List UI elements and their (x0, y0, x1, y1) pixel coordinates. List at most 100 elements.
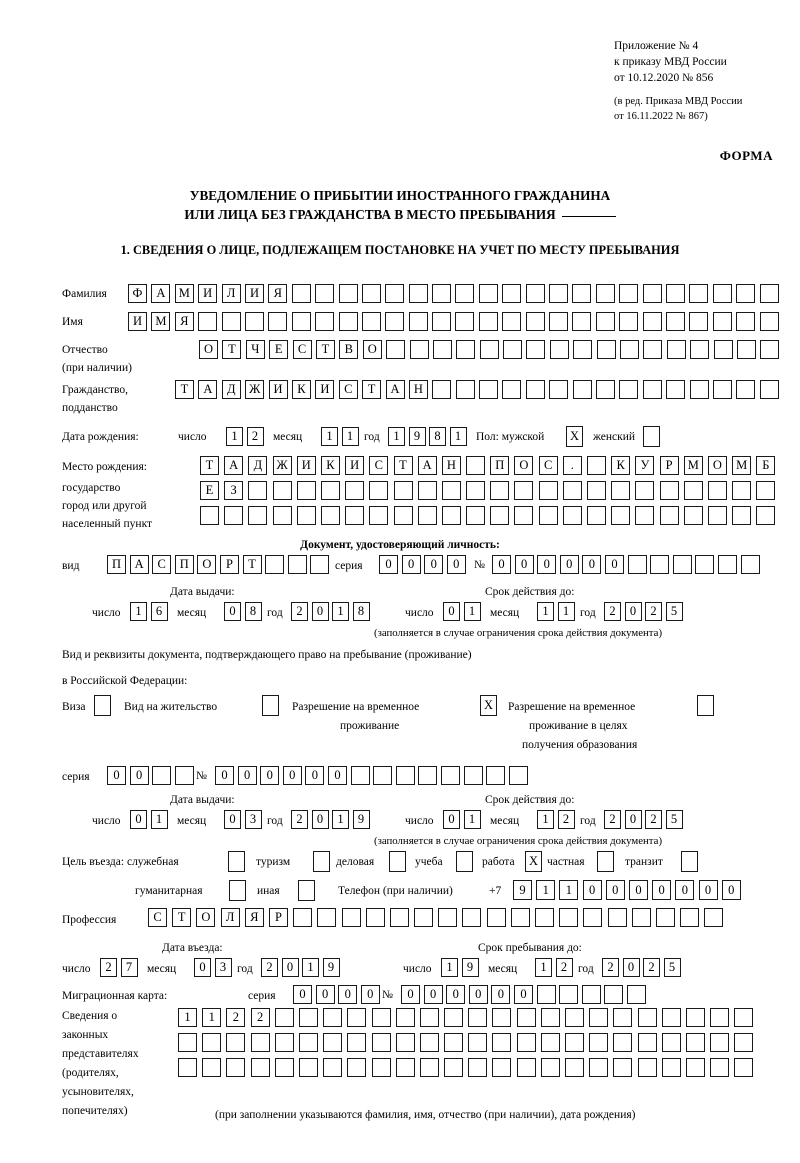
char-cell[interactable]: 1 (130, 602, 147, 621)
char-cell[interactable]: 8 (244, 602, 262, 621)
char-cell[interactable]: 1 (332, 602, 349, 621)
char-cell[interactable]: 8 (352, 602, 370, 621)
char-cell[interactable]: 1 (537, 602, 554, 621)
char-cell[interactable] (350, 766, 370, 785)
char-cell[interactable] (419, 1033, 439, 1052)
char-cell[interactable] (643, 340, 663, 359)
char-cell[interactable] (736, 312, 756, 331)
char-cell[interactable]: А (198, 380, 218, 399)
char-cell[interactable] (642, 312, 662, 331)
char-cell[interactable]: О (199, 340, 218, 359)
char-cell[interactable]: И (128, 312, 147, 331)
char-cell[interactable] (492, 1058, 512, 1077)
char-cell[interactable] (320, 481, 340, 500)
char-cell[interactable]: 0 (401, 985, 420, 1004)
char-cell[interactable] (759, 380, 779, 399)
char-cell[interactable] (736, 340, 756, 359)
char-cell[interactable]: 0 (311, 810, 329, 829)
char-cell[interactable] (732, 506, 752, 525)
char-cell[interactable]: Р (659, 456, 679, 475)
char-cell[interactable] (272, 481, 292, 500)
char-cell[interactable] (516, 1058, 536, 1077)
char-cell[interactable]: Ж (272, 456, 292, 475)
char-cell[interactable] (296, 506, 316, 525)
char-cell[interactable] (573, 340, 593, 359)
char-cell[interactable] (683, 506, 703, 525)
char-cell[interactable]: 0 (129, 766, 149, 785)
char-cell[interactable] (540, 1008, 560, 1027)
char-cell[interactable]: 0 (468, 985, 488, 1004)
char-cell[interactable]: 0 (327, 766, 347, 785)
char-cell[interactable] (393, 481, 413, 500)
char-cell[interactable]: К (291, 380, 311, 399)
char-cell[interactable]: А (224, 456, 244, 475)
char-cell[interactable] (587, 456, 606, 475)
char-cell[interactable]: 1 (559, 880, 579, 900)
char-cell[interactable] (760, 340, 780, 359)
char-cell[interactable]: А (129, 555, 149, 574)
char-cell[interactable] (365, 908, 385, 927)
purpose-other-checkbox[interactable] (298, 880, 315, 901)
char-cell[interactable]: 2 (100, 958, 117, 977)
char-cell[interactable]: 0 (281, 958, 299, 977)
char-cell[interactable] (268, 312, 288, 331)
char-cell[interactable] (248, 481, 268, 500)
char-cell[interactable]: Т (362, 380, 382, 399)
char-cell[interactable] (665, 284, 685, 303)
char-cell[interactable]: Л (220, 908, 240, 927)
char-cell[interactable]: З (224, 481, 244, 500)
char-cell[interactable] (152, 766, 172, 785)
char-cell[interactable] (463, 766, 483, 785)
char-cell[interactable]: 9 (461, 958, 479, 977)
char-cell[interactable] (538, 481, 558, 500)
char-cell[interactable] (756, 481, 776, 500)
char-cell[interactable] (347, 1008, 367, 1027)
char-cell[interactable]: 0 (311, 602, 329, 621)
char-cell[interactable] (666, 380, 686, 399)
char-cell[interactable] (347, 1033, 367, 1052)
temp-residence-checkbox[interactable]: X (480, 695, 497, 716)
char-cell[interactable] (650, 555, 670, 574)
char-cell[interactable] (659, 481, 679, 500)
char-cell[interactable] (589, 1033, 609, 1052)
char-cell[interactable]: Д (221, 380, 241, 399)
char-cell[interactable] (631, 908, 651, 927)
char-cell[interactable]: 0 (338, 985, 358, 1004)
char-cell[interactable] (248, 506, 268, 525)
char-cell[interactable]: К (611, 456, 631, 475)
purpose-transit-checkbox[interactable] (681, 851, 698, 872)
char-cell[interactable] (637, 1033, 657, 1052)
char-cell[interactable]: 0 (446, 985, 466, 1004)
char-cell[interactable] (395, 1058, 415, 1077)
char-cell[interactable] (341, 908, 361, 927)
char-cell[interactable]: 2 (604, 602, 621, 621)
char-cell[interactable] (562, 506, 582, 525)
char-cell[interactable]: 2 (602, 958, 619, 977)
char-cell[interactable] (685, 1008, 705, 1027)
purpose-humanitarian-checkbox[interactable] (229, 880, 246, 901)
char-cell[interactable]: 0 (492, 555, 511, 574)
char-cell[interactable] (717, 555, 737, 574)
char-cell[interactable] (502, 312, 522, 331)
char-cell[interactable] (417, 506, 437, 525)
char-cell[interactable] (704, 908, 724, 927)
char-cell[interactable]: 0 (224, 602, 241, 621)
char-cell[interactable] (361, 312, 381, 331)
char-cell[interactable] (345, 481, 365, 500)
char-cell[interactable]: 0 (360, 985, 380, 1004)
char-cell[interactable]: 0 (237, 766, 257, 785)
char-cell[interactable]: 2 (246, 427, 264, 446)
char-cell[interactable] (736, 380, 756, 399)
char-cell[interactable]: С (338, 380, 358, 399)
char-cell[interactable] (514, 506, 534, 525)
char-cell[interactable]: Н (408, 380, 428, 399)
char-cell[interactable]: 1 (463, 602, 481, 621)
char-cell[interactable] (178, 1033, 197, 1052)
